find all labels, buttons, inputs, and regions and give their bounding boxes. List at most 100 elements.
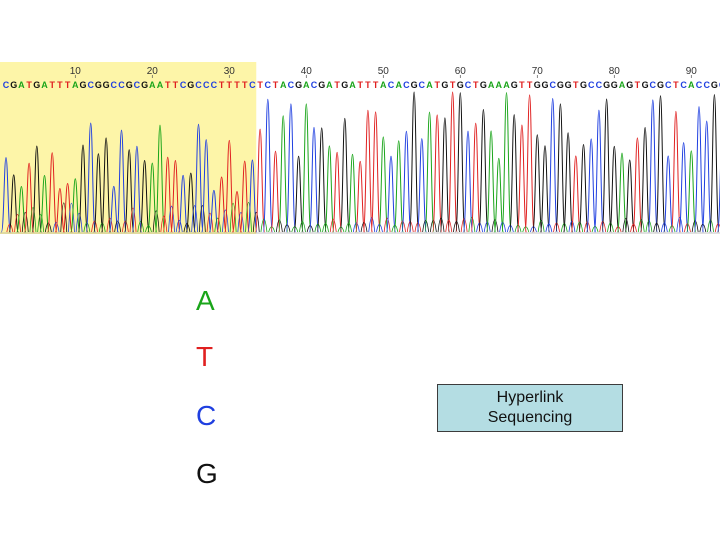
trace-peak <box>462 130 474 233</box>
trace-noise <box>414 222 422 233</box>
trace-peak <box>154 124 166 233</box>
trace-noise <box>68 203 75 233</box>
trace-peak <box>339 117 350 233</box>
position-label-20: 20 <box>147 66 159 77</box>
base-call: A <box>72 80 79 90</box>
base-call: G <box>295 80 302 90</box>
base-call: T <box>573 80 579 90</box>
base-call: A <box>395 80 402 90</box>
trace-noise <box>114 220 122 233</box>
trace-peak <box>224 139 235 233</box>
trace-noise <box>322 223 329 233</box>
trace-noise <box>168 205 175 233</box>
base-call: A <box>349 80 356 90</box>
trace-peak <box>701 120 712 233</box>
base-call: G <box>603 80 610 90</box>
trace-noise <box>191 205 199 233</box>
trace-noise <box>714 223 720 233</box>
trace-peak <box>93 153 104 233</box>
trace-peak <box>409 91 420 233</box>
base-call: T <box>57 80 63 90</box>
base-call: C <box>549 80 556 90</box>
trace-peak <box>693 106 705 233</box>
trace-peak <box>563 132 574 233</box>
base-call: A <box>149 80 156 90</box>
trace-noise <box>245 201 252 233</box>
base-call: G <box>187 80 194 90</box>
base-call: G <box>126 80 133 90</box>
trace-peak <box>578 143 589 233</box>
trace-peak <box>640 127 651 233</box>
trace-peak <box>455 92 466 233</box>
trace-noise <box>75 212 83 233</box>
base-call: T <box>65 80 71 90</box>
position-label-70: 70 <box>532 66 544 77</box>
trace-noise <box>183 223 191 233</box>
trace-peak <box>139 159 150 233</box>
base-call: A <box>380 80 387 90</box>
trace-peak <box>85 122 96 233</box>
base-call: C <box>203 80 210 90</box>
trace-peak <box>516 124 527 233</box>
position-label-40: 40 <box>301 66 313 77</box>
trace-noise <box>21 211 29 233</box>
base-call: C <box>180 80 187 90</box>
base-call: T <box>257 80 263 90</box>
base-call: C <box>650 80 657 90</box>
trace-noise <box>129 207 137 233</box>
base-call: T <box>227 80 233 90</box>
trace-peak <box>493 157 504 233</box>
trace-noise <box>229 203 237 233</box>
trace-peak <box>470 122 481 233</box>
trace-peak <box>239 160 250 233</box>
trace-peak <box>532 134 543 233</box>
trace-peak <box>77 144 89 233</box>
trace-peak <box>539 145 551 233</box>
trace-noise <box>637 219 645 233</box>
trace-peak <box>355 160 366 233</box>
base-call: T <box>473 80 479 90</box>
trace-noise <box>60 202 68 233</box>
trace-peak <box>324 145 335 233</box>
trace-peak <box>362 109 373 233</box>
trace-peak <box>524 94 535 233</box>
trace-peak <box>285 103 296 233</box>
trace-noise <box>214 217 222 233</box>
base-call: A <box>303 80 310 90</box>
trace-peak <box>501 92 512 233</box>
base-call: T <box>673 80 679 90</box>
trace-peak <box>624 159 635 233</box>
hyperlink-sequencing-button[interactable]: Hyperlink Sequencing <box>437 384 623 432</box>
base-call: T <box>273 80 279 90</box>
base-call: G <box>611 80 618 90</box>
legend-c: C <box>196 400 217 431</box>
trace-peak <box>16 186 27 233</box>
base-call: C <box>588 80 595 90</box>
hyperlink-line2: Sequencing <box>487 409 573 426</box>
trace-noise <box>14 213 21 233</box>
base-call: A <box>41 80 48 90</box>
trace-noise <box>691 220 699 233</box>
position-label-60: 60 <box>455 66 467 77</box>
trace-noise <box>460 218 468 233</box>
trace-noise <box>252 211 260 233</box>
position-ticks <box>74 75 692 78</box>
trace-peak <box>316 127 327 233</box>
trace-peak <box>31 145 42 233</box>
trace-peak <box>655 95 666 233</box>
trace-peak <box>24 162 35 233</box>
position-label-10: 10 <box>70 66 82 77</box>
base-call: C <box>696 80 703 90</box>
trace-peak <box>270 150 281 233</box>
trace-peak <box>432 114 443 233</box>
base-call: G <box>580 80 587 90</box>
base-call: A <box>157 80 164 90</box>
trace-peak <box>601 98 612 233</box>
legend-a: A <box>196 285 215 316</box>
trace-peak <box>293 155 304 233</box>
trace-peak <box>416 138 427 233</box>
trace-peak <box>131 145 142 233</box>
legend-g: G <box>196 458 218 489</box>
